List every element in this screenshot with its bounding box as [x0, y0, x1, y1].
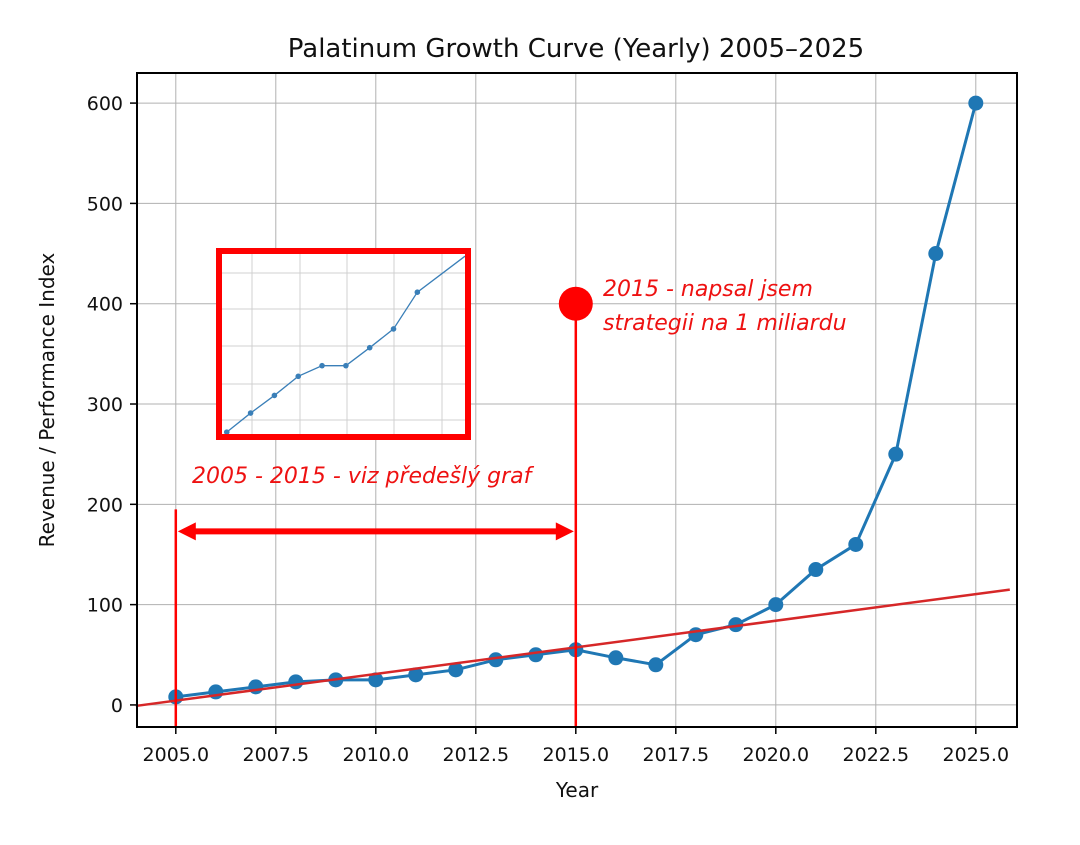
- x-tick-label: 2010.0: [343, 744, 409, 766]
- x-tick-label: 2007.5: [243, 744, 309, 766]
- inset-point: [247, 410, 254, 416]
- y-tick-label: 600: [87, 93, 123, 115]
- milestone-marker: [558, 286, 593, 321]
- annotations-layer: [174, 286, 593, 727]
- x-tick-label: 2022.5: [843, 744, 909, 766]
- inset-point: [223, 429, 230, 435]
- inset-point: [295, 373, 302, 380]
- data-point: [728, 617, 744, 633]
- inset-point: [390, 326, 397, 332]
- x-tick-label: 2015.0: [543, 744, 609, 766]
- inset-point: [271, 392, 278, 399]
- x-tick-label: 2020.0: [743, 744, 809, 766]
- span-annotation-label: 2005 - 2015 - viz předešlý graf: [192, 464, 535, 489]
- inset-point: [366, 344, 373, 351]
- x-tick-label: 2005.0: [143, 744, 209, 766]
- trend-line: [135, 588, 1010, 708]
- data-point: [608, 650, 624, 666]
- inset-frame: [216, 248, 471, 440]
- span-arrow-head-right: [555, 522, 574, 541]
- data-point: [408, 667, 424, 683]
- y-tick-label: 300: [87, 394, 123, 416]
- data-point: [488, 652, 504, 668]
- data-point: [648, 657, 664, 673]
- chart-title: Palatinum Growth Curve (Yearly) 2005–202…: [288, 34, 864, 64]
- x-tick-label: 2025.0: [943, 744, 1009, 766]
- x-axis-label: Year: [555, 778, 599, 802]
- inset-line: [226, 255, 466, 433]
- x-tick-label: 2017.5: [643, 744, 709, 766]
- data-point: [528, 647, 544, 663]
- inset-point: [343, 362, 349, 369]
- data-point: [768, 597, 784, 613]
- data-point: [288, 674, 304, 690]
- inset-point: [414, 289, 421, 296]
- y-tick-label: 100: [87, 595, 123, 617]
- marker-annotation-line-1: 2015 - napsal jsem: [603, 277, 813, 302]
- y-tick-label: 400: [87, 294, 123, 316]
- inset-point: [319, 362, 325, 369]
- y-tick-label: 500: [87, 193, 123, 215]
- data-point: [448, 662, 464, 678]
- ticks-layer: 2005.0 2007.5 2010.0 2012.5 2015.0 2017.5 2020…: [87, 93, 1009, 766]
- y-tick-label: 0: [111, 695, 123, 717]
- data-point: [968, 95, 984, 111]
- x-tick-label: 2012.5: [443, 744, 509, 766]
- span-arrow-head-left: [177, 522, 196, 541]
- marker-annotation-line-2: strategii na 1 miliardu: [603, 311, 847, 336]
- data-point: [848, 536, 864, 552]
- y-axis-label: Revenue / Performance Index: [35, 252, 59, 547]
- axes-frame: [136, 72, 1018, 728]
- y-tick-label: 200: [87, 494, 123, 516]
- data-point: [888, 446, 904, 462]
- data-point: [928, 246, 944, 262]
- data-point: [368, 672, 384, 688]
- data-point: [248, 679, 264, 695]
- data-point: [808, 562, 824, 578]
- inset-previous-chart: [216, 248, 471, 440]
